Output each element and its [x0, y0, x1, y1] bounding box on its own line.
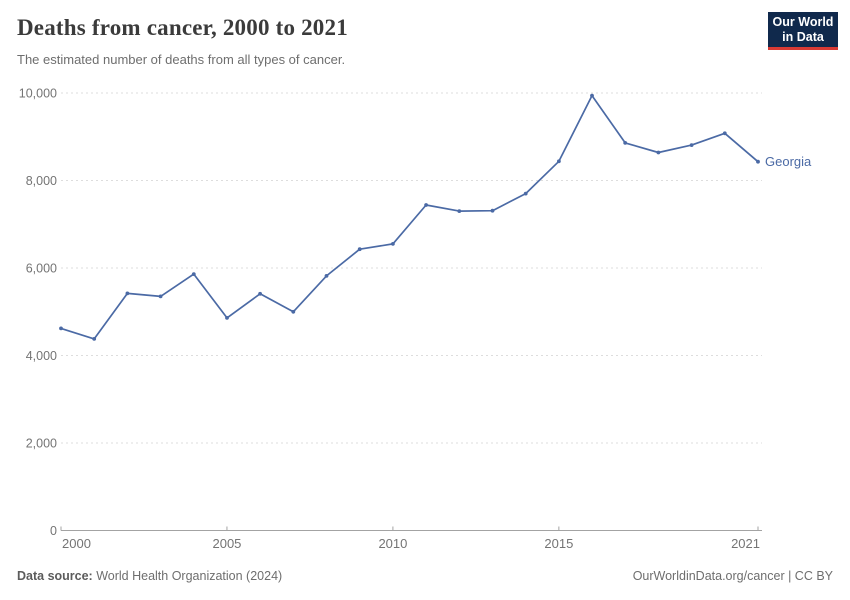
data-point-2019 — [689, 143, 694, 148]
data-point-2020 — [722, 131, 727, 136]
x-tick-label: 2000 — [62, 536, 91, 551]
y-tick-label: 2,000 — [26, 437, 57, 451]
data-point-2015 — [557, 159, 561, 164]
data-point-2005 — [225, 316, 229, 320]
data-point-2013 — [490, 208, 495, 213]
y-tick-label: 6,000 — [26, 262, 57, 276]
data-point-2008 — [324, 274, 329, 278]
y-tick-label: 10,000 — [19, 87, 57, 101]
owid-logo-line2: in Data — [782, 29, 824, 44]
data-point-2004 — [191, 272, 196, 276]
data-point-2006 — [258, 291, 262, 296]
owid-logo[interactable]: Our World in Data — [768, 12, 838, 50]
chart-footer: Data source: World Health Organization (… — [17, 569, 833, 583]
data-point-2000 — [59, 326, 63, 331]
data-line-georgia — [60, 94, 759, 340]
series-label-georgia[interactable]: Georgia — [765, 154, 812, 169]
y-tick-label: 0 — [50, 524, 57, 538]
data-point-2011 — [424, 203, 428, 207]
data-point-2018 — [656, 150, 661, 155]
data-point-2017 — [623, 141, 628, 145]
data-source-label: Data source: — [17, 569, 93, 583]
x-tick-label: 2010 — [378, 536, 407, 551]
y-tick-label: 8,000 — [26, 174, 57, 188]
chart-title: Deaths from cancer, 2000 to 2021 — [17, 15, 348, 40]
x-tick-label: 2021 — [731, 536, 760, 551]
data-point-2014 — [523, 191, 528, 196]
data-source-text: World Health Organization (2024) — [92, 569, 283, 583]
attribution-link[interactable]: OurWorldinData.org/cancer | CC BY — [632, 569, 833, 583]
chart-subtitle: The estimated number of deaths from all … — [17, 52, 346, 67]
y-tick-label: 4,000 — [26, 349, 57, 363]
data-point-2010 — [391, 242, 395, 246]
data-point-2009 — [357, 247, 362, 252]
data-point-2001 — [92, 337, 97, 341]
owid-logo-line1: Our World — [772, 15, 834, 29]
data-point-2021 — [756, 159, 760, 164]
x-tick-label: 2015 — [544, 536, 573, 551]
data-point-2002 — [125, 291, 130, 296]
x-tick-label: 2005 — [212, 536, 241, 551]
data-point-2007 — [291, 309, 296, 314]
data-point-2016 — [590, 93, 594, 98]
data-source: Data source: World Health Organization (… — [17, 569, 282, 583]
data-point-2003 — [158, 294, 163, 299]
data-point-2012 — [457, 209, 462, 214]
